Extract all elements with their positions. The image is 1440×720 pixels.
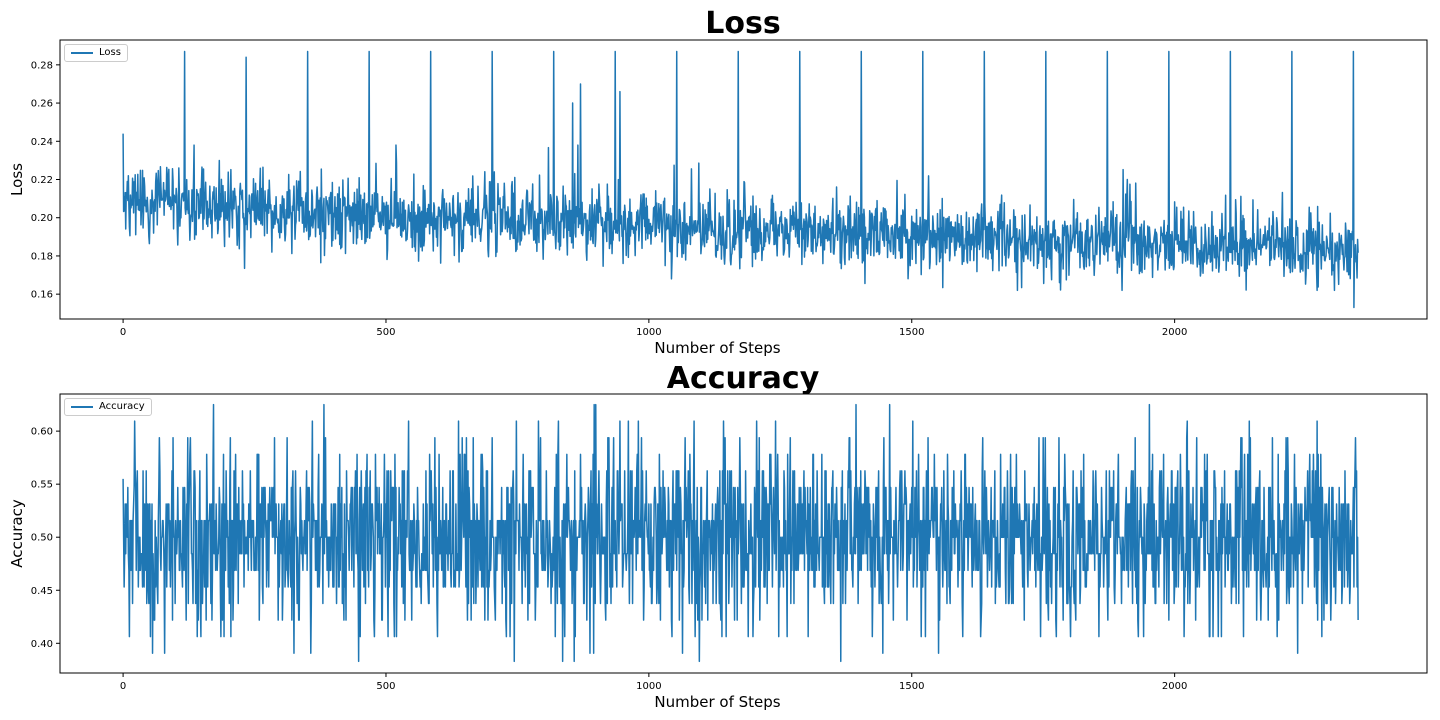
accuracy-chart: 0 500 1000 1500 2000 0.40 0.45 0.50 0.55 0.60 Numb… xyxy=(8,393,1428,711)
y-tick-label: 0.24 xyxy=(31,137,53,148)
x-tick-label: 0 xyxy=(120,327,126,338)
y-axis-label: Accuracy xyxy=(8,499,26,568)
loss-legend-label: Loss xyxy=(99,47,121,58)
loss-series-line xyxy=(122,50,1359,309)
x-tick-label: 500 xyxy=(376,327,395,338)
y-tick-label: 0.22 xyxy=(31,175,53,186)
y-tick-label: 0.45 xyxy=(31,586,53,597)
loss-chart-panel: Loss 0 500 1000 1500 2000 0.16 0.18 0.20 0.22 0.2… xyxy=(8,6,1428,357)
x-tick-label: 1000 xyxy=(636,681,661,692)
loss-legend-swatch xyxy=(71,51,93,54)
x-axis-label: Number of Steps xyxy=(654,339,780,357)
y-tick-label: 0.50 xyxy=(31,533,53,544)
loss-chart: 0 500 1000 1500 2000 0.16 0.18 0.20 0.22 0.24 0.26… xyxy=(8,39,1428,357)
x-axis-label: Number of Steps xyxy=(654,693,780,711)
y-tick-label: 0.28 xyxy=(31,60,53,71)
y-tick-label: 0.26 xyxy=(31,99,53,110)
x-tick-label: 1500 xyxy=(899,327,924,338)
accuracy-chart-panel: Accuracy 0 500 1000 1500 2000 0.40 0.45 0.50 0.5… xyxy=(0,355,1440,720)
x-tick-label: 0 xyxy=(120,681,126,692)
plot-frame xyxy=(59,39,1428,320)
accuracy-legend: Accuracy xyxy=(64,398,152,416)
x-tick-label: 1500 xyxy=(899,681,924,692)
x-tick-label: 500 xyxy=(376,681,395,692)
y-tick-label: 0.20 xyxy=(31,213,53,224)
y-tick-label: 0.60 xyxy=(31,427,53,438)
loss-chart-title: Loss xyxy=(705,6,781,41)
y-tick-label: 0.18 xyxy=(31,251,53,262)
loss-legend: Loss xyxy=(64,44,128,62)
y-tick-label: 0.16 xyxy=(31,290,53,301)
accuracy-chart-title: Accuracy xyxy=(666,361,820,396)
y-axis-label: Loss xyxy=(8,163,26,196)
accuracy-legend-label: Accuracy xyxy=(99,401,145,412)
y-tick-label: 0.40 xyxy=(31,639,53,650)
y-tick-label: 0.55 xyxy=(31,480,53,491)
accuracy-legend-swatch xyxy=(71,405,93,408)
accuracy-series-line xyxy=(122,403,1359,663)
x-tick-label: 2000 xyxy=(1162,681,1187,692)
plot-frame xyxy=(59,393,1428,674)
x-tick-label: 2000 xyxy=(1162,327,1187,338)
x-tick-label: 1000 xyxy=(636,327,661,338)
